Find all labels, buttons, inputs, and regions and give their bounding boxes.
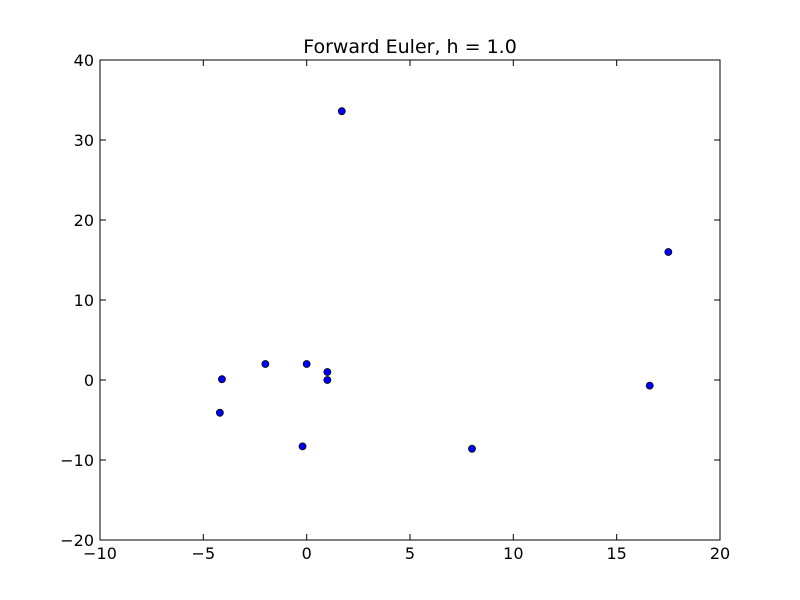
y-tick-label: 0 (84, 371, 94, 390)
data-point (468, 444, 476, 453)
data-points (215, 107, 673, 453)
x-tick-label: 5 (405, 544, 415, 563)
y-tick-label: −10 (60, 451, 94, 470)
data-point (302, 360, 311, 368)
y-tick-label: 10 (74, 291, 94, 310)
data-point (645, 381, 654, 390)
x-tick-label: −10 (83, 544, 117, 563)
y-tick-label: 20 (74, 211, 94, 230)
y-axis: −20 −10 0 10 20 30 40 (60, 51, 720, 550)
data-point (261, 360, 270, 368)
data-point (218, 375, 226, 384)
chart-title: Forward Euler, h = 1.0 (303, 36, 517, 58)
data-point (215, 408, 224, 417)
data-point (323, 368, 332, 376)
data-point (337, 107, 346, 116)
plot-area-frame (99, 59, 721, 541)
data-point (323, 376, 332, 384)
x-tick-label: 20 (710, 544, 730, 563)
x-tick-label: 10 (503, 544, 523, 563)
y-tick-label: −20 (60, 531, 94, 550)
x-tick-label: 15 (606, 544, 626, 563)
x-axis: −10 −5 0 5 10 15 20 (83, 60, 730, 563)
x-tick-label: −5 (192, 544, 216, 563)
data-point (664, 248, 673, 256)
y-tick-label: 40 (74, 51, 94, 70)
x-tick-label: 0 (302, 544, 312, 563)
y-tick-label: 30 (74, 131, 94, 150)
data-point (298, 442, 307, 451)
